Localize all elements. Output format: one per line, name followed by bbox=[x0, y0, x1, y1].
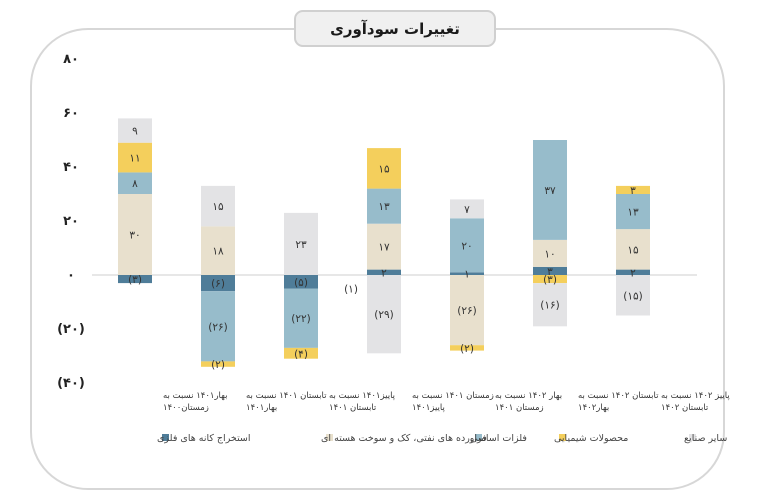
bar-value-label: ۲ bbox=[630, 267, 636, 279]
bar-segment-5 bbox=[367, 275, 401, 354]
y-tick-label: (۲۰) bbox=[57, 322, 85, 337]
bar-value-label: (۲) bbox=[211, 359, 225, 371]
annotation-label: (۱) bbox=[344, 284, 358, 296]
bar-value-label: (۶) bbox=[211, 278, 225, 290]
bar-segment-4 bbox=[201, 361, 235, 367]
legend-label: محصولات شیمیایی bbox=[554, 433, 628, 444]
bar-value-label: (۴) bbox=[294, 348, 308, 360]
bar-segment-4 bbox=[367, 148, 401, 189]
legend-swatch bbox=[162, 434, 169, 441]
bar-segment-1 bbox=[367, 269, 401, 275]
bar-segment-5 bbox=[284, 212, 318, 275]
legend-swatch bbox=[475, 434, 482, 441]
chart-title: تغییرات سودآوری bbox=[330, 19, 460, 38]
bar-segment-1 bbox=[118, 275, 152, 284]
y-tick-label: ۸۰ bbox=[63, 52, 79, 67]
bar-segment-5 bbox=[450, 199, 484, 219]
bar-value-label: ۷ bbox=[464, 204, 470, 216]
bar-value-label: (۲۶) bbox=[208, 321, 227, 333]
bar-value-label: ۲ bbox=[381, 267, 387, 279]
bar-value-label: ۲۰ bbox=[461, 240, 472, 252]
y-tick-label: ۲۰ bbox=[63, 214, 79, 229]
bar-segment-1 bbox=[533, 266, 567, 275]
y-tick-label: ۴۰ bbox=[63, 160, 79, 175]
bar-segment-2 bbox=[118, 194, 152, 275]
bar-value-label: ۸ bbox=[132, 178, 138, 190]
bar-value-label: ۱۰ bbox=[544, 248, 555, 260]
legend-swatch bbox=[689, 434, 696, 441]
category-label: تابستان ۱۴۰۱ نسبت به بهار۱۴۰۱ bbox=[246, 391, 327, 413]
bar-segment-5 bbox=[118, 118, 152, 143]
bar-segment-5 bbox=[533, 283, 567, 327]
legend-label: فراورده های نفتی، کک و سوخت هسته ای bbox=[321, 433, 487, 444]
bar-value-label: ۱۱ bbox=[129, 153, 140, 165]
legend-label: فلزات اساسی bbox=[470, 433, 527, 444]
bar-segment-3 bbox=[118, 172, 152, 194]
y-tick-label: ۰ bbox=[67, 268, 75, 283]
category-label: بهار۱۴۰۱ نسبت به زمستان۱۴۰۰ bbox=[163, 391, 227, 413]
bar-value-label: (۵) bbox=[294, 277, 308, 289]
y-tick-label: ۶۰ bbox=[63, 106, 79, 121]
bar-value-label: (۱۶) bbox=[540, 300, 559, 312]
category-label: زمستان ۱۴۰۱ نسبت به پاییز۱۴۰۱ bbox=[412, 391, 494, 413]
legend-label: استخراج کانه های فلزی bbox=[157, 433, 251, 444]
bar-segment-4 bbox=[118, 142, 152, 173]
chart-title-box: تغییرات سودآوری bbox=[294, 10, 496, 47]
bar-segment-3 bbox=[284, 288, 318, 348]
legend-swatch bbox=[326, 434, 333, 441]
bar-segment-4 bbox=[616, 185, 650, 194]
bar-segment-1 bbox=[201, 275, 235, 292]
bar-segment-1 bbox=[616, 269, 650, 275]
bar-value-label: ۳۷ bbox=[544, 185, 556, 197]
bar-segment-2 bbox=[201, 226, 235, 275]
bar-value-label: ۲۳ bbox=[295, 239, 307, 251]
bar-value-label: (۲۲) bbox=[291, 313, 310, 325]
legend-label: سایر صنایع bbox=[684, 433, 727, 444]
bar-segment-4 bbox=[450, 345, 484, 351]
bar-segment-3 bbox=[616, 194, 650, 230]
bar-value-label: ۱۵ bbox=[212, 201, 224, 213]
bar-value-label: ۹ bbox=[132, 126, 138, 138]
bar-value-label: (۳) bbox=[543, 274, 557, 286]
bar-segment-2 bbox=[616, 229, 650, 270]
bar-value-label: (۲۹) bbox=[374, 309, 393, 321]
bar-value-label: (۲) bbox=[460, 343, 474, 355]
bar-segment-3 bbox=[533, 140, 567, 240]
y-tick-label: (۴۰) bbox=[57, 376, 85, 391]
category-label: تابستان ۱۴۰۲ نسبت به بهار۱۴۰۲ bbox=[578, 391, 659, 413]
bar-value-label: ۳ bbox=[630, 185, 636, 197]
legend-swatch bbox=[559, 434, 566, 441]
bar-value-label: ۱ bbox=[464, 269, 470, 281]
bar-segment-4 bbox=[533, 275, 567, 284]
bar-value-label: ۱۳ bbox=[627, 207, 639, 219]
bar-value-label: ۳ bbox=[547, 266, 553, 278]
bar-segment-3 bbox=[201, 291, 235, 362]
bar-value-label: ۱۵ bbox=[378, 163, 390, 175]
bar-segment-1 bbox=[284, 275, 318, 289]
bar-value-label: (۱۵) bbox=[623, 290, 642, 302]
bar-segment-2 bbox=[533, 239, 567, 267]
bar-segment-4 bbox=[284, 347, 318, 359]
bar-value-label: (۳) bbox=[128, 274, 142, 286]
bar-value-label: ۱۷ bbox=[378, 242, 390, 254]
bar-value-label: ۳۰ bbox=[129, 230, 140, 242]
bar-segment-5 bbox=[616, 275, 650, 316]
bar-segment-2 bbox=[450, 275, 484, 346]
bar-value-label: ۱۸ bbox=[212, 246, 224, 258]
bar-segment-5 bbox=[201, 185, 235, 227]
category-label: پاییز ۱۴۰۲ نسبت به تابستان ۱۴۰۲ bbox=[661, 391, 730, 413]
bar-value-label: (۲۶) bbox=[457, 305, 476, 317]
category-label: پاییز۱۴۰۱ نسبت به تابستان ۱۴۰۱ bbox=[329, 391, 396, 413]
bar-segment-2 bbox=[367, 223, 401, 270]
bar-value-label: ۱۵ bbox=[627, 244, 639, 256]
bar-value-label: ۱۳ bbox=[378, 201, 390, 213]
category-label: بهار ۱۴۰۲ نسبت به زمستان ۱۴۰۱ bbox=[495, 391, 562, 413]
bar-segment-1 bbox=[450, 272, 484, 275]
bar-segment-3 bbox=[367, 188, 401, 224]
bar-segment-3 bbox=[450, 218, 484, 273]
